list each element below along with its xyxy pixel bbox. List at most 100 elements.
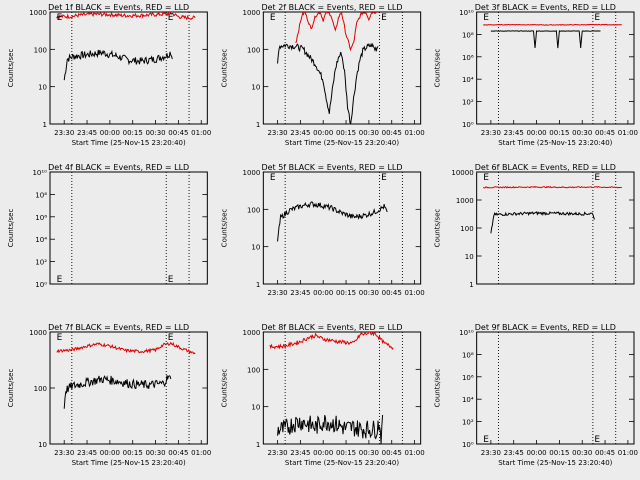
y-tick-label: 100 [247, 366, 260, 374]
e-marker: E [168, 13, 174, 23]
chart-panel-4: Det 4f BLACK = Events, RED = LLD 10⁰ 10² 10… [7, 163, 208, 289]
x-tick-label: 00:00 [313, 289, 333, 297]
y-axis-label: Counts/sec [434, 209, 442, 248]
series-lld [56, 12, 196, 21]
panel-title: Det 6f BLACK = Events, RED = LLD [475, 163, 616, 172]
x-tick-label: 00:00 [313, 449, 333, 457]
x-tick-label: 01:00 [404, 129, 424, 137]
chart-panel-6: Det 6f BLACK = Events, RED = LLD 1 10 100 10… [434, 163, 635, 289]
x-tick-label: 23:30 [54, 449, 74, 457]
series-events [63, 49, 173, 81]
y-tick-label: 10⁰ [35, 281, 47, 289]
x-tick-label: 23:45 [77, 449, 97, 457]
y-tick-label: 10 [465, 253, 474, 261]
series-lld [269, 332, 394, 350]
x-tick-label: 00:45 [382, 289, 402, 297]
x-tick-label: 00:45 [382, 129, 402, 137]
x-tick-label: 23:30 [267, 289, 287, 297]
x-tick-label: 00:30 [145, 449, 165, 457]
y-tick-label: 10⁸ [462, 351, 474, 359]
y-tick-label: 10¹⁰ [459, 9, 474, 17]
y-axis-label: Counts/sec [7, 209, 15, 248]
panel-title: Det 1f BLACK = Events, RED = LLD [48, 3, 189, 12]
e-marker: E [483, 173, 489, 183]
y-tick-label: 100 [247, 46, 260, 54]
y-tick-label: 10⁴ [462, 76, 474, 84]
x-axis-label: Start Time (25-Nov-15 23:20:40) [72, 459, 186, 467]
e-marker: E [594, 173, 600, 183]
y-tick-label: 1 [256, 281, 260, 289]
e-marker: E [168, 333, 174, 343]
x-tick-label: 00:00 [526, 449, 546, 457]
y-tick-label: 100 [34, 46, 47, 54]
y-tick-label: 1 [43, 121, 47, 129]
e-marker: E [57, 13, 63, 23]
series-events [490, 211, 595, 234]
x-tick-label: 23:45 [504, 129, 524, 137]
x-tick-label: 00:00 [313, 129, 333, 137]
y-tick-label: 10⁰ [462, 121, 474, 129]
y-tick-label: 10⁴ [462, 396, 474, 404]
y-tick-label: 1 [256, 441, 260, 449]
x-tick-label: 00:30 [359, 449, 379, 457]
y-tick-label: 10⁸ [462, 31, 474, 39]
chart-panel-9: Det 9f BLACK = Events, RED = LLD 10⁰ 10² 10… [434, 323, 638, 467]
plot-frame [476, 331, 635, 445]
series-lld [482, 185, 622, 189]
x-tick-label: 00:45 [168, 129, 188, 137]
e-marker: E [483, 13, 489, 23]
plot-frame [262, 11, 422, 125]
panel-title: Det 2f BLACK = Events, RED = LLD [261, 3, 402, 12]
y-axis-label: Counts/sec [220, 49, 228, 88]
y-tick-label: 10¹⁰ [459, 329, 474, 337]
y-tick-label: 10⁰ [462, 441, 474, 449]
y-tick-label: 10² [462, 99, 474, 107]
e-marker: E [57, 275, 63, 285]
chart-panel-3: Det 3f BLACK = Events, RED = LLD 10⁰ 10² 10… [434, 3, 638, 147]
x-tick-label: 23:30 [267, 129, 287, 137]
e-marker: E [168, 275, 174, 285]
y-axis-label: Counts/sec [434, 49, 442, 88]
x-tick-label: 23:30 [267, 449, 287, 457]
y-tick-label: 100 [34, 385, 47, 393]
plot-frame [262, 171, 422, 285]
x-tick-label: 00:30 [359, 289, 379, 297]
x-tick-label: 00:00 [100, 449, 120, 457]
x-tick-label: 01:00 [191, 449, 211, 457]
y-axis-label: Counts/sec [220, 209, 228, 248]
y-tick-label: 10⁶ [462, 54, 474, 62]
y-tick-label: 1000 [243, 169, 261, 177]
x-tick-label: 00:45 [168, 449, 188, 457]
panel-title: Det 9f BLACK = Events, RED = LLD [475, 323, 616, 332]
x-axis-label: Start Time (25-Nov-15 23:20:40) [498, 459, 612, 467]
x-tick-label: 00:15 [336, 129, 356, 137]
chart-panel-8: Det 8f BLACK = Events, RED = LLD 1 10 100 10… [220, 323, 424, 467]
y-tick-label: 1000 [243, 329, 261, 337]
series-events [277, 42, 379, 124]
e-marker: E [270, 173, 276, 183]
x-tick-label: 01:00 [191, 129, 211, 137]
plot-frame [49, 171, 208, 285]
series-events [490, 30, 601, 49]
x-tick-label: 00:15 [123, 129, 143, 137]
plot-frame [49, 11, 208, 125]
series-events [277, 414, 384, 444]
x-tick-label: 00:15 [123, 449, 143, 457]
y-tick-label: 1000 [29, 329, 47, 337]
e-marker: E [594, 13, 600, 23]
y-axis-label: Counts/sec [7, 369, 15, 408]
x-tick-label: 00:30 [359, 129, 379, 137]
series-events [277, 201, 388, 242]
x-tick-label: 00:30 [145, 129, 165, 137]
x-tick-label: 00:45 [382, 449, 402, 457]
chart-panel-7: Det 7f BLACK = Events, RED = LLD 10 100 100… [7, 323, 211, 467]
x-tick-label: 00:45 [595, 129, 615, 137]
y-axis-label: Counts/sec [7, 49, 15, 88]
plot-frame [476, 11, 635, 125]
x-axis-label: Start Time (25-Nov-15 23:20:40) [498, 139, 612, 147]
x-tick-label: 01:00 [618, 449, 638, 457]
y-tick-label: 1 [256, 121, 260, 129]
x-axis-label: Start Time (25-Nov-15 23:20:40) [285, 139, 399, 147]
e-marker: E [270, 13, 276, 23]
